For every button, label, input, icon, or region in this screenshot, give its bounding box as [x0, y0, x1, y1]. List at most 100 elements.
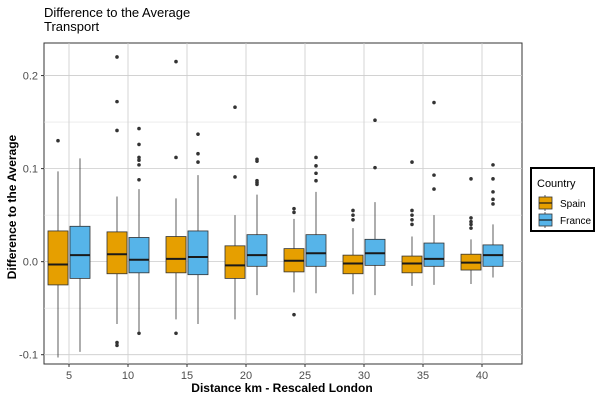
outlier-point [292, 210, 296, 215]
plot-panel [43, 42, 523, 365]
outlier-point [292, 312, 296, 317]
y-tick-label: 0.0 [23, 257, 38, 269]
legend: Country Spain France [530, 167, 595, 232]
y-tick-label: 0.2 [23, 71, 38, 83]
outlier-point [410, 160, 414, 164]
box-iqr [69, 225, 91, 279]
outlier-point [233, 105, 237, 109]
x-tick-label: 20 [240, 370, 252, 382]
outlier-point [137, 331, 141, 336]
outlier-point [351, 213, 355, 217]
box-iqr [187, 230, 209, 276]
x-tick-label: 35 [417, 370, 429, 382]
box-iqr [165, 236, 187, 274]
x-tick-label: 30 [358, 370, 370, 382]
outlier-point [115, 99, 119, 104]
x-tick-label: 15 [181, 370, 193, 382]
outlier-point [196, 132, 200, 136]
box-iqr [305, 234, 327, 267]
legend-item-spain: Spain [538, 195, 586, 211]
box-france-35 [423, 100, 445, 285]
outlier-point [115, 128, 119, 133]
chart-title: Difference to the Average [44, 5, 190, 20]
legend-title: Country [537, 178, 576, 190]
y-tick-label: 0.1 [23, 164, 38, 176]
box-spain-25 [283, 206, 305, 317]
x-tick-label: 25 [299, 370, 311, 382]
outlier-point [410, 222, 414, 227]
box-france-20 [246, 157, 268, 296]
x-axis: 5 10 15 20 25 30 35 40 [66, 364, 488, 382]
legend-item-france: France [538, 212, 592, 228]
y-axis-title: Difference to the Average [5, 134, 19, 279]
outlier-point [137, 158, 141, 163]
box-spain-15 [165, 59, 187, 336]
outlier-point [255, 159, 259, 163]
outlier-point [351, 217, 355, 222]
box-spain-30 [342, 208, 364, 295]
outlier-point [56, 138, 60, 143]
box-france-40 [482, 163, 504, 278]
outlier-point [137, 155, 141, 160]
box-spain-40 [460, 177, 482, 284]
grid-lines [44, 43, 522, 364]
outlier-point [292, 206, 296, 211]
x-axis-title: Distance km - Rescaled London [191, 381, 372, 395]
box-spain-20 [224, 105, 246, 320]
outlier-point [174, 59, 178, 64]
outlier-point [137, 126, 141, 131]
y-tick-label: -0.1 [19, 350, 38, 362]
box-iqr [423, 242, 445, 267]
outlier-point [432, 173, 436, 177]
outlier-point [432, 187, 436, 191]
outlier-point [373, 118, 377, 123]
outlier-point [137, 177, 141, 182]
box-iqr [224, 245, 246, 279]
outlier-point [469, 177, 473, 181]
box-france-15 [187, 132, 209, 324]
outlier-point [432, 100, 436, 105]
box-spain-5 [47, 138, 69, 358]
outlier-point [196, 151, 200, 156]
box-iqr [106, 231, 128, 275]
outlier-point [491, 197, 495, 202]
outlier-point [410, 213, 414, 217]
outlier-point [491, 190, 495, 194]
outlier-point [469, 216, 473, 220]
outlier-point [469, 222, 473, 227]
box-france-5 [69, 158, 91, 352]
chart-subtitle: Transport [44, 19, 100, 34]
box-spain-10 [106, 55, 128, 348]
x-tick-label: 5 [66, 370, 72, 382]
outlier-point [137, 142, 141, 147]
outlier-point [137, 163, 141, 167]
legend-label: Spain [560, 199, 586, 210]
outlier-point [314, 171, 318, 176]
box-france-25 [305, 155, 327, 294]
outlier-point [410, 208, 414, 213]
legend-label: France [560, 216, 592, 227]
outlier-point [314, 164, 318, 168]
outlier-point [174, 331, 178, 336]
outlier-point [491, 202, 495, 206]
outlier-point [314, 178, 318, 183]
outlier-point [233, 175, 237, 179]
outlier-point [491, 177, 495, 181]
outlier-point [373, 165, 377, 170]
box-spain-35 [401, 160, 423, 286]
outlier-point [115, 343, 119, 348]
box-series-layer [47, 55, 504, 358]
x-tick-label: 40 [476, 370, 488, 382]
outlier-point [469, 219, 473, 224]
box-france-10 [128, 126, 150, 336]
outlier-point [314, 155, 318, 160]
box-france-30 [364, 118, 386, 296]
y-axis: -0.1 0.0 0.1 0.2 [19, 71, 44, 362]
outlier-point [255, 182, 259, 187]
outlier-point [491, 163, 495, 167]
outlier-point [351, 208, 355, 213]
box-iqr [128, 237, 150, 274]
outlier-point [410, 217, 414, 222]
outlier-point [115, 340, 119, 345]
